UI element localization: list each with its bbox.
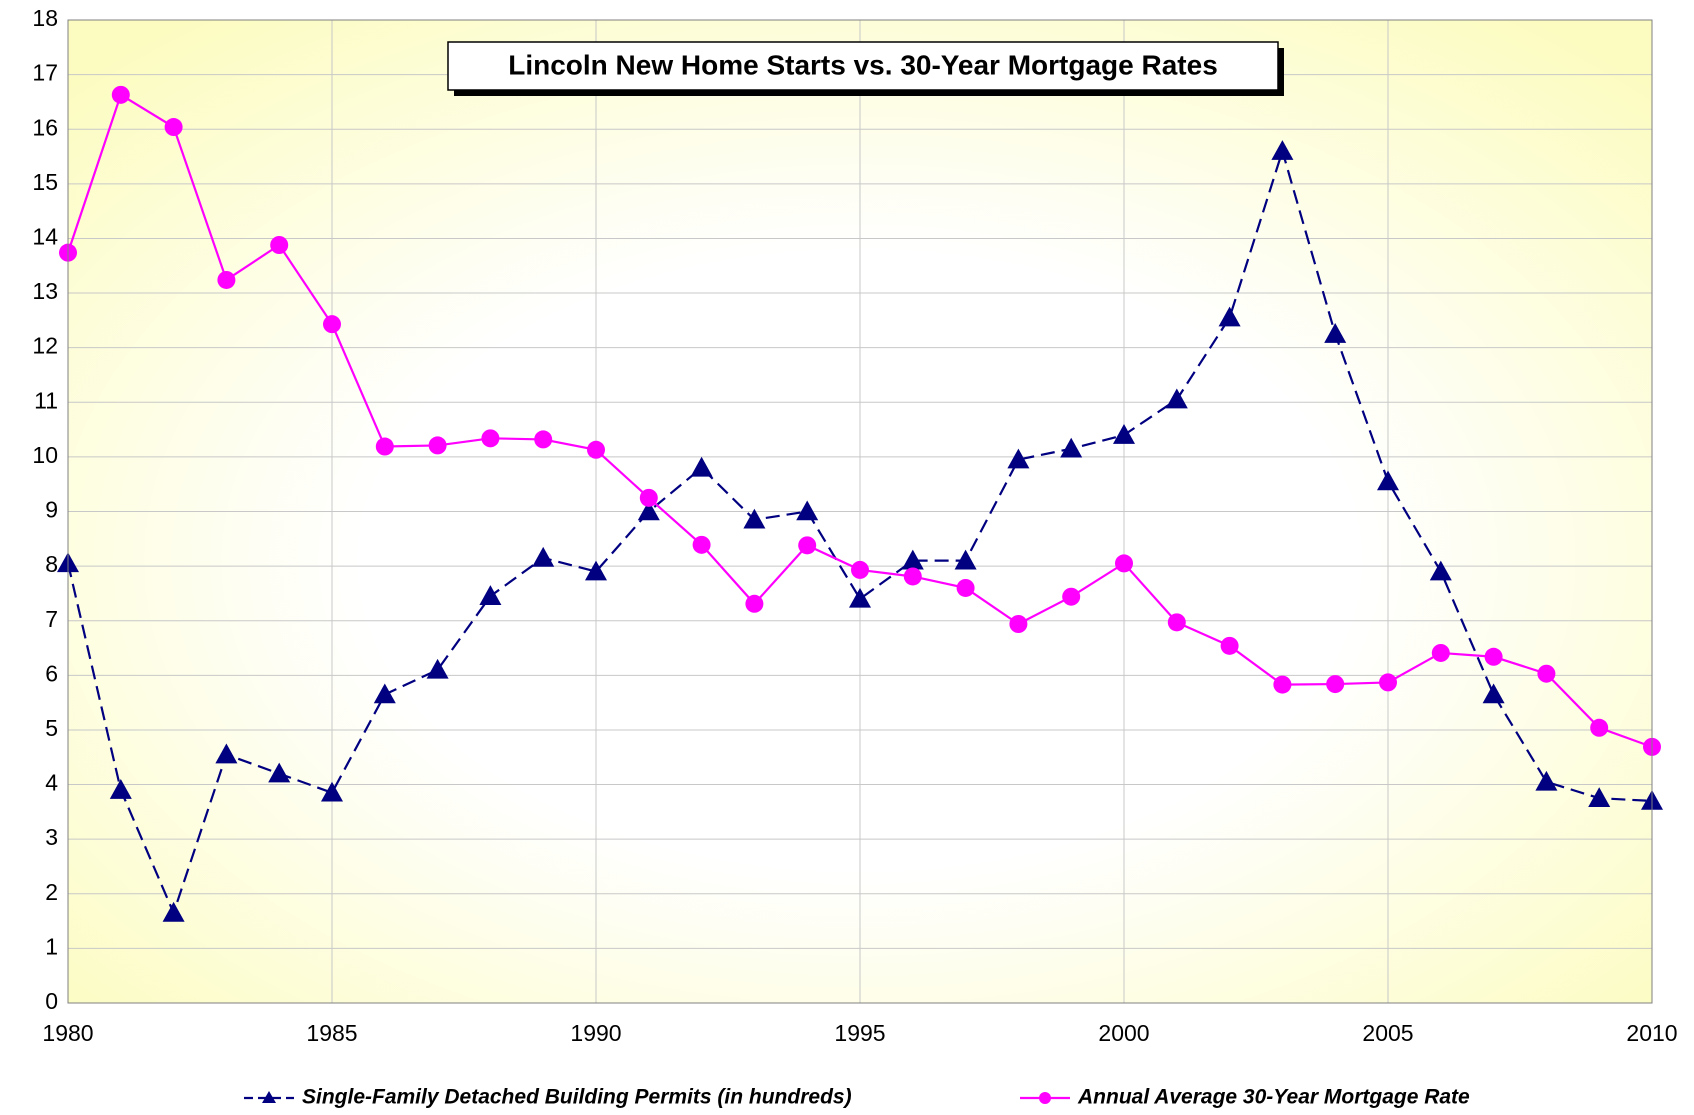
y-tick-label: 8 <box>45 551 58 577</box>
point <box>743 508 766 529</box>
point <box>851 560 869 579</box>
point <box>1218 306 1241 327</box>
point <box>1165 388 1188 409</box>
point <box>1326 675 1345 694</box>
x-tick-label: 2010 <box>1626 1020 1677 1046</box>
point <box>532 546 555 567</box>
y-tick-label: 2 <box>45 879 58 905</box>
point <box>1590 718 1609 737</box>
point <box>1062 587 1081 606</box>
point <box>798 536 817 555</box>
point <box>849 587 871 608</box>
x-tick-label: 1990 <box>570 1020 621 1046</box>
point <box>1377 470 1399 491</box>
point <box>1007 448 1030 469</box>
point <box>1588 787 1611 808</box>
point <box>1484 647 1503 666</box>
legend-label: Single-Family Detached Building Permits … <box>302 1086 852 1109</box>
point <box>162 901 185 922</box>
point <box>637 500 660 521</box>
series-layer <box>57 85 1663 922</box>
y-tick-label: 18 <box>32 5 58 31</box>
point <box>1429 560 1452 581</box>
y-tick-label: 16 <box>32 114 58 140</box>
point <box>1271 140 1294 160</box>
y-tick-label: 11 <box>34 387 58 413</box>
y-tick-label: 4 <box>45 770 58 796</box>
x-tick-label: 2000 <box>1098 1020 1149 1046</box>
legend-label: Annual Average 30-Year Mortgage Rate <box>1077 1086 1470 1109</box>
point <box>1167 613 1186 632</box>
point <box>585 560 607 581</box>
point <box>745 594 764 613</box>
y-tick-label: 13 <box>32 278 58 304</box>
y-tick-label: 1 <box>45 933 58 959</box>
point <box>323 315 341 334</box>
y-tick-label: 15 <box>32 169 58 195</box>
legend-marker <box>262 1091 276 1103</box>
point <box>1009 614 1028 633</box>
x-tick-label: 2005 <box>1362 1020 1413 1046</box>
point <box>534 430 553 449</box>
point <box>111 85 130 104</box>
y-tick-label: 9 <box>45 497 58 523</box>
point <box>1431 643 1450 662</box>
point <box>164 118 183 137</box>
point <box>1324 323 1347 343</box>
point <box>1535 770 1558 791</box>
plot-border <box>67 19 1653 1004</box>
point <box>375 437 394 456</box>
point <box>109 779 132 799</box>
point <box>954 549 977 570</box>
y-tick-label: 0 <box>45 988 58 1014</box>
y-tick-label: 7 <box>45 606 58 632</box>
y-tick-label: 12 <box>32 333 58 359</box>
x-tick-label: 1995 <box>834 1020 885 1046</box>
point <box>956 578 975 597</box>
point <box>692 535 711 554</box>
point <box>901 549 924 570</box>
x-tick-label: 1985 <box>306 1020 357 1046</box>
point <box>1482 683 1505 704</box>
point <box>268 762 291 783</box>
point <box>690 456 713 477</box>
point <box>1113 424 1135 444</box>
title-box <box>447 41 1279 91</box>
point <box>587 440 605 459</box>
point <box>426 658 449 679</box>
y-tick-label: 5 <box>45 715 58 741</box>
point <box>479 585 502 605</box>
y-tick-label: 10 <box>32 442 58 468</box>
legend: Single-Family Detached Building Permits … <box>244 1086 1470 1109</box>
point <box>1060 437 1083 458</box>
point <box>481 429 500 448</box>
point <box>428 436 447 455</box>
point <box>321 781 343 802</box>
point <box>1220 636 1239 655</box>
point <box>373 683 396 704</box>
point <box>215 743 238 764</box>
point <box>1115 554 1133 573</box>
point <box>903 567 922 586</box>
point <box>796 500 819 521</box>
chart-title: Lincoln New Home Starts vs. 30-Year Mort… <box>508 49 1218 80</box>
point <box>639 488 658 507</box>
point <box>1273 675 1292 694</box>
point <box>217 270 236 289</box>
legend-marker <box>1039 1092 1051 1104</box>
point <box>270 235 289 254</box>
y-tick-label: 14 <box>32 224 58 250</box>
y-tick-label: 17 <box>32 60 58 86</box>
x-tick-label: 1980 <box>42 1020 93 1046</box>
y-tick-label: 3 <box>45 824 58 850</box>
y-tick-label: 6 <box>45 660 58 686</box>
point <box>1537 664 1556 683</box>
point <box>1379 673 1397 692</box>
